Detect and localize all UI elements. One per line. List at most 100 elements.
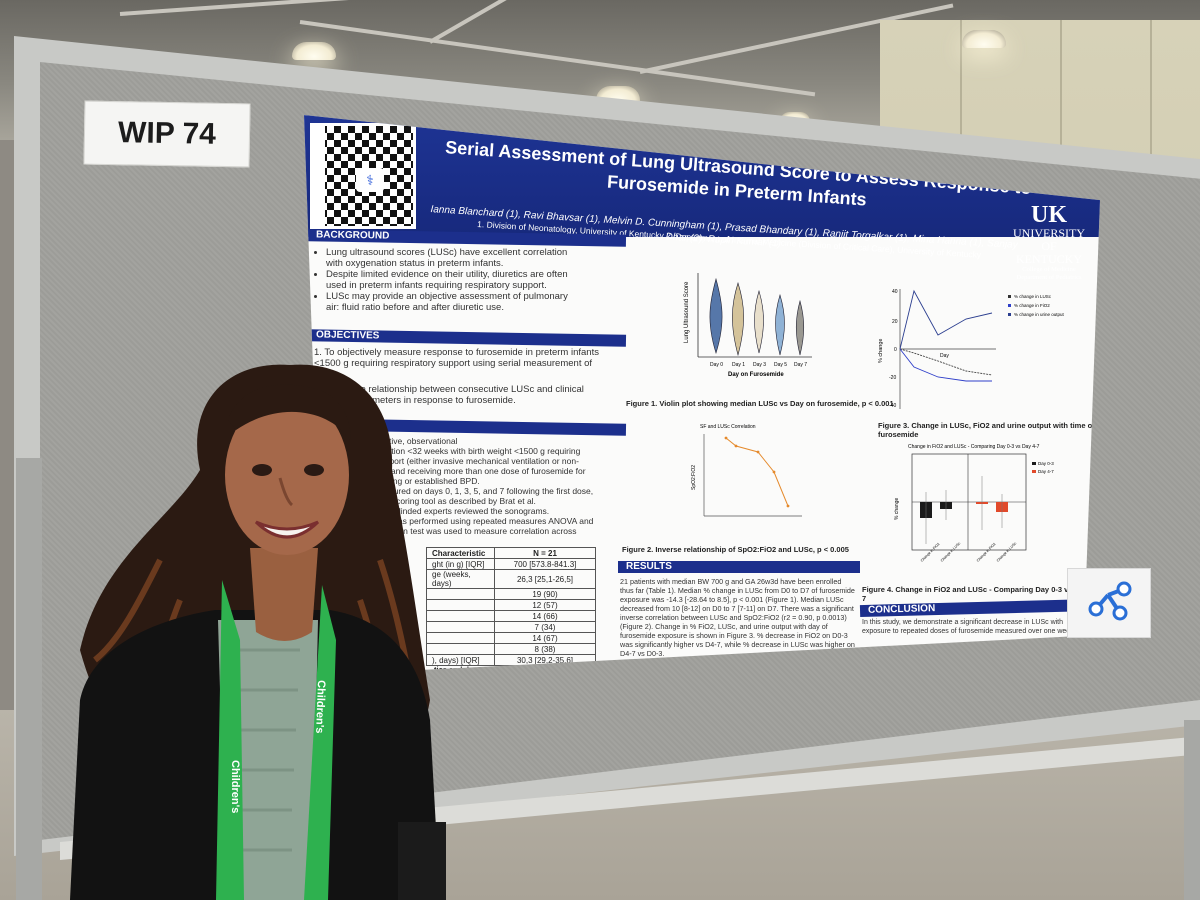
share-icon-node [1116, 581, 1132, 597]
fig3-ylabel: % change [878, 339, 884, 363]
figure3-caption: Figure 3. Change in LUSc, FiO2 and urine… [878, 421, 1097, 439]
legend-swatch [1032, 470, 1036, 473]
fig2-ylabel: SpO2:FiO2 [691, 465, 697, 490]
figure2-caption: Figure 2. Inverse relationship of SpO2:F… [622, 545, 849, 554]
fig1-tick: Day 5 [774, 362, 787, 368]
ceiling-light [292, 42, 336, 60]
figure2-correlation-plot: SF and LUSc Correlation SpO2:FiO2 [691, 424, 802, 517]
figure1-caption: Figure 1. Violin plot showing median LUS… [626, 399, 894, 408]
fig3-legend-item: % change in FiO2 [1014, 303, 1050, 308]
methods-line: olving or established BPD. [380, 476, 480, 486]
qr-logo-icon: ⚕ [356, 168, 384, 192]
presenter-hairline [228, 384, 351, 440]
presenter-skirt [398, 822, 446, 900]
share-icon-node [1088, 601, 1104, 617]
uk-logo-college: College of Medicine [1022, 266, 1076, 273]
fig3-series-fio2 [899, 348, 992, 382]
fig2-point [734, 444, 738, 448]
legend-swatch [1008, 313, 1011, 316]
fig4-ylabel: % change [894, 498, 900, 520]
fig1-tick: Day 7 [794, 362, 807, 368]
violin-day1 [732, 282, 744, 357]
background-bullet: Despite limited evidence on their utilit… [326, 269, 582, 291]
fig1-tick: Day 1 [732, 362, 745, 368]
ceiling-light [962, 30, 1006, 48]
presenter-lanyard-left [216, 580, 244, 900]
presenter-eye-left [252, 464, 272, 476]
methods-line: station <32 weeks with birth weight <150… [380, 446, 581, 456]
results-text: 21 patients with median BW 700 g and GA … [620, 577, 855, 658]
fig2-point [724, 436, 728, 440]
presenter-face [225, 395, 349, 555]
violin-day0 [709, 277, 723, 355]
methods-line: ent blinded experts reviewed the sonogra… [380, 506, 550, 516]
lanyard-text: Children's [229, 760, 241, 813]
methods-line: easured on days 0, 1, 3, 5, and 7 follow… [380, 486, 594, 496]
methods-text: ective, observational station <32 weeks … [380, 436, 620, 536]
fig3-tick: -40 [889, 403, 896, 409]
presenter-lanyard-right [304, 585, 336, 900]
methods-line: ed scoring tool as described by Brat et … [380, 496, 536, 506]
presenter-smile [254, 520, 320, 539]
violin-day5 [775, 293, 785, 356]
uk-logo-name: UNIVERSITY OF KENTUCKY [1013, 226, 1085, 266]
figure4-bar-chart: Change in FiO2 and LUSc - Comparing Day … [894, 444, 1054, 563]
background-bullet: Lung ultrasound scores (LUSc) have excel… [326, 247, 582, 269]
background-text: Lung ultrasound scores (LUSc) have excel… [312, 247, 582, 313]
share-icon-node [1112, 605, 1128, 621]
violin-day3 [754, 289, 764, 354]
methods-line: ng was performed using repeated measures… [380, 516, 594, 526]
fig3-series-urine [899, 289, 993, 350]
figure1-violin-plot: Lung Ultrasound Score Day 0 Day 1 Day 3 … [684, 273, 812, 378]
fig3-tick: 40 [892, 289, 898, 295]
research-poster: ⚕ Serial Assessment of Lung Ultrasound S… [304, 115, 1100, 675]
qr-code-icon[interactable]: ⚕ [310, 123, 416, 229]
methods-line: ective, observational [380, 436, 458, 446]
fig3-tick: -20 [889, 375, 896, 381]
background-bullet: LUSc may provide an objective assessment… [326, 291, 582, 313]
fig1-tick: Day 0 [710, 362, 723, 368]
presenter-eye-right [304, 464, 324, 476]
sweater-texture [230, 648, 300, 852]
university-logo: UK UNIVERSITY OF KENTUCKY College of Med… [1012, 203, 1086, 282]
table-row: 7 (34) [426, 621, 596, 633]
fig2-point [756, 450, 760, 454]
board-right-post [1184, 720, 1200, 900]
fig2-title: SF and LUSc Correlation [700, 424, 756, 430]
presenter-nose [278, 477, 294, 507]
fig3-xlabel: Day [940, 353, 949, 359]
legend-swatch [1032, 462, 1036, 465]
conclusion-text: In this study, we demonstrate a signific… [862, 619, 1076, 635]
objective-item: evaluate the relationship between consec… [314, 384, 584, 406]
fig3-tick: 20 [892, 319, 898, 325]
fig1-xlabel: Day on Furosemide [728, 372, 784, 378]
lanyard-text: Children's [313, 680, 327, 734]
methods-line: P) and receiving more than one dose of f… [380, 466, 586, 476]
legend-swatch [1008, 295, 1011, 298]
figure4-caption: Figure 4. Change in FiO2 and LUSc - Comp… [862, 585, 1098, 603]
fig2-point [772, 470, 776, 474]
fig4-legend-item: Day 4-7 [1038, 469, 1054, 474]
fig1-tick: Day 3 [753, 362, 766, 368]
legend-swatch [1008, 304, 1011, 307]
uk-logo-dept: Department of Pediatrics [1016, 274, 1082, 281]
presenter-neck [250, 548, 318, 641]
table-cell: ), days) [IQR] [426, 654, 495, 666]
fig1-ylabel: Lung Ultrasound Score [684, 281, 690, 343]
fig3-legend-item: % change in urine output [1014, 312, 1065, 317]
share-card [1067, 568, 1151, 638]
figure3-line-chart: 40 20 0 -20 -40 % change Day % change in… [878, 289, 1065, 409]
methods-line: relation test was used to measure correl… [380, 526, 577, 536]
methods-line: upport (either invasive mechanical venti… [380, 456, 579, 466]
fig4-title: Change in FiO2 and LUSc - Comparing Day … [908, 444, 1040, 450]
fig2-point [786, 504, 790, 508]
fig4-legend-item: Day 0-3 [1038, 461, 1054, 466]
uk-logo-mark: UK [1031, 202, 1067, 228]
table-cell: ge (weeks, days) [426, 569, 495, 589]
share-network-icon[interactable] [1068, 569, 1150, 637]
table-row: 19 (90) [426, 588, 596, 600]
fig3-series-lusc [899, 348, 993, 376]
board-left-post [16, 458, 42, 900]
fig3-legend-item: % change in LUSc [1014, 294, 1052, 299]
